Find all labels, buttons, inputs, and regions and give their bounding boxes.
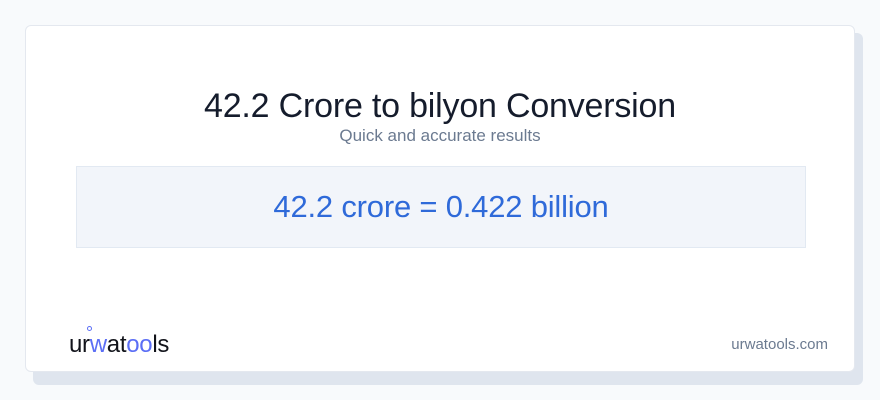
logo-part-w-text: w (89, 331, 107, 358)
page-subtitle: Quick and accurate results (339, 126, 541, 145)
logo-circle-icon (86, 326, 92, 331)
logo-part-ur: ur (69, 331, 90, 358)
conversion-result-text: 42.2 crore = 0.422 billion (273, 189, 609, 224)
logo-part-at: at (106, 331, 127, 358)
card-footer: ur watools urwatools.com (26, 311, 854, 371)
logo-part-ls: ls (152, 331, 170, 358)
page-title: 42.2 Crore to bilyon Conversion (204, 86, 676, 125)
site-url-label: urwatools.com (731, 336, 828, 353)
logo-part-oo: oo (126, 331, 153, 358)
logo-part-w: w (86, 326, 107, 358)
brand-logo[interactable]: ur watools (69, 326, 170, 358)
conversion-card: 42.2 Crore to bilyon Conversion Quick an… (25, 25, 855, 372)
conversion-result-box: 42.2 crore = 0.422 billion (76, 166, 806, 248)
